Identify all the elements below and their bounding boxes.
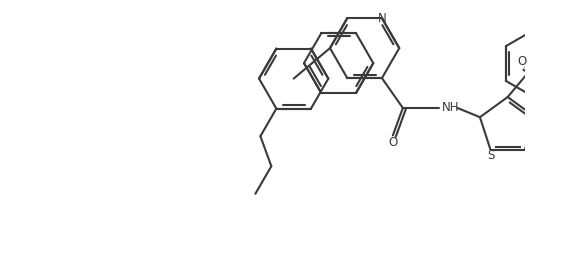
Text: NH: NH bbox=[441, 101, 459, 115]
Text: S: S bbox=[487, 149, 494, 162]
Text: O: O bbox=[517, 55, 526, 68]
Text: O: O bbox=[573, 54, 574, 67]
Text: N: N bbox=[378, 12, 386, 25]
Text: O: O bbox=[388, 136, 398, 149]
